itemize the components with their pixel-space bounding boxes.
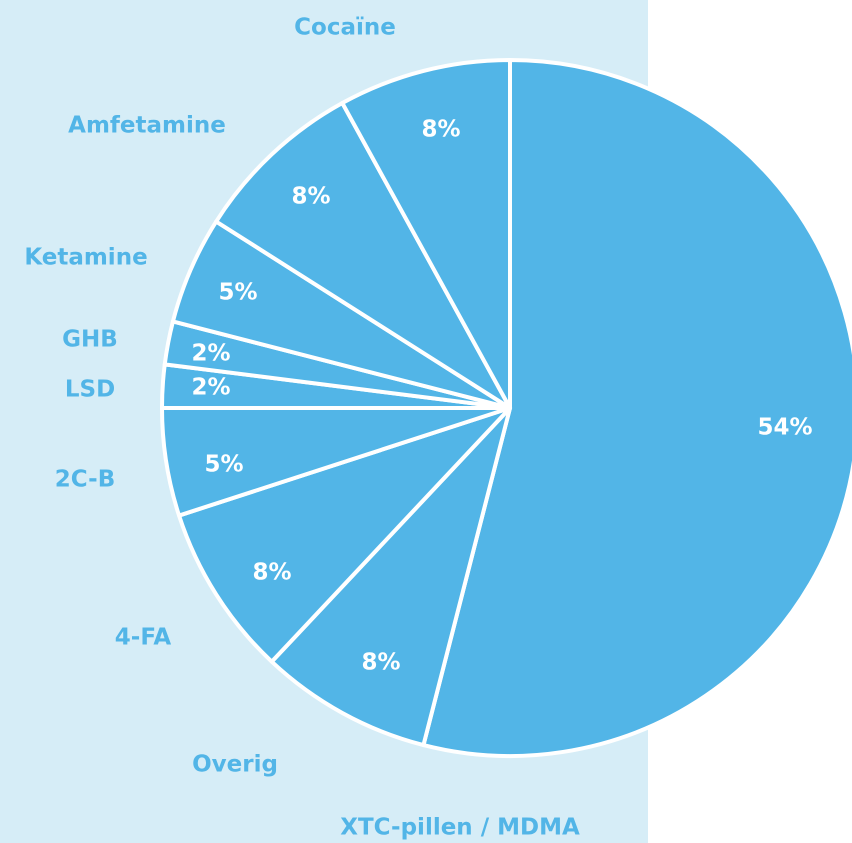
value-label: 8% (421, 117, 460, 143)
pie-slice (214, 101, 512, 410)
value-label: 5% (204, 452, 243, 478)
category-label: Overig (192, 752, 278, 778)
category-label: Amfetamine (68, 113, 226, 139)
category-label: 4-FA (115, 625, 172, 651)
category-label: Ketamine (24, 245, 147, 271)
value-label: 54% (757, 415, 812, 441)
pie-slice (340, 58, 512, 410)
pie-slice (421, 58, 852, 758)
pie-slice (269, 406, 512, 748)
pie-slice (177, 406, 512, 664)
category-label: 2C-B (55, 467, 116, 493)
value-label: 8% (252, 560, 291, 586)
category-label: Cocaïne (294, 15, 396, 41)
value-label: 8% (361, 650, 400, 676)
value-label: 5% (218, 280, 257, 306)
value-label: 8% (291, 184, 330, 210)
category-label: LSD (65, 377, 115, 403)
category-label: XTC-pillen / MDMA (340, 815, 580, 841)
value-label: 2% (191, 341, 230, 367)
category-label: GHB (62, 327, 118, 353)
value-label: 2% (191, 375, 230, 401)
